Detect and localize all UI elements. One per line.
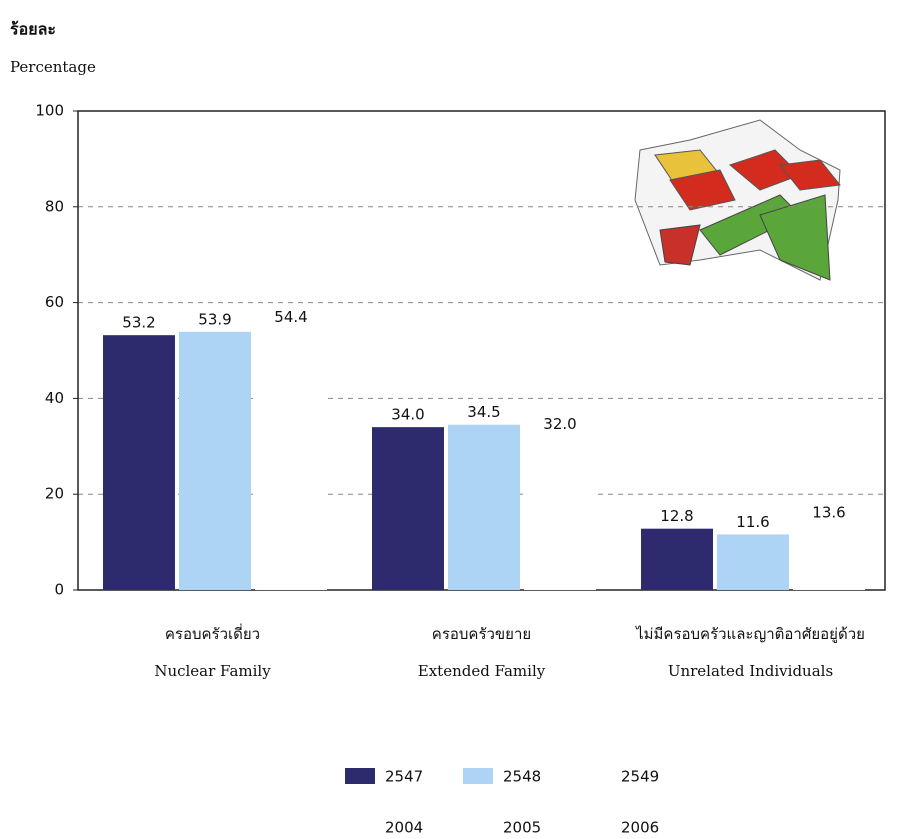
legend-label: 2549 <box>621 768 659 786</box>
legend-label: 2547 <box>385 768 423 786</box>
legend-label-alt: 2006 <box>621 819 659 837</box>
value-label: 34.0 <box>391 406 424 424</box>
bar <box>103 335 175 590</box>
x-tick-label: ครอบครัวเดี่ยว <box>165 623 260 643</box>
bar <box>524 436 596 590</box>
y-tick-label: 40 <box>45 389 64 407</box>
value-label: 12.8 <box>660 507 693 525</box>
bar <box>179 331 251 590</box>
x-tick-label-en: Extended Family <box>418 662 546 680</box>
y-tick-label: 0 <box>54 581 64 599</box>
y-axis-label: ร้อยละ <box>10 20 56 39</box>
y-tick-label: 20 <box>45 485 64 503</box>
y-tick-label: 80 <box>45 197 64 215</box>
value-label: 53.9 <box>198 310 231 328</box>
bar <box>372 427 444 590</box>
legend-swatch <box>345 768 375 784</box>
x-tick-label: ครอบครัวขยาย <box>432 625 531 643</box>
bar <box>255 329 327 590</box>
x-tick-label-en: Unrelated Individuals <box>668 662 833 680</box>
x-tick-label: ไม่มีครอบครัวและญาติอาศัยอยู่ด้วย <box>635 625 865 643</box>
legend-label: 2548 <box>503 768 541 786</box>
bar <box>448 424 520 590</box>
value-label: 32.0 <box>543 415 576 433</box>
legend-label-alt: 2004 <box>385 819 423 837</box>
bar <box>641 528 713 590</box>
value-label: 54.4 <box>274 308 307 326</box>
value-label: 13.6 <box>812 503 845 521</box>
legend-label-alt: 2005 <box>503 819 541 837</box>
value-label: 34.5 <box>467 403 500 421</box>
x-tick-label-en: Nuclear Family <box>154 662 271 680</box>
legend-swatch <box>463 768 493 784</box>
legend-swatch <box>581 768 611 784</box>
y-tick-label: 60 <box>45 293 64 311</box>
y-tick-label: 100 <box>35 102 64 120</box>
value-label: 53.2 <box>122 314 155 332</box>
bar <box>717 534 789 590</box>
value-label: 11.6 <box>736 513 769 531</box>
y-axis-label-en: Percentage <box>10 58 96 76</box>
bar <box>793 524 865 590</box>
illustration <box>634 119 841 281</box>
